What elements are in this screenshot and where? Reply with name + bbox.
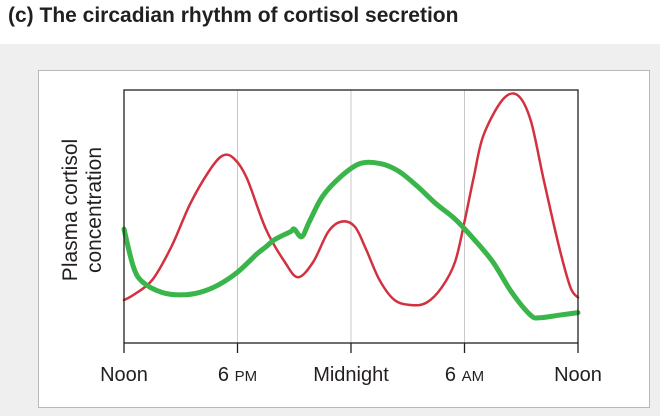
tick-layer: Noon 6 PM Midnight 6 AM Noon (100, 343, 602, 386)
x-tick-label-0: Noon (100, 364, 148, 386)
series-layer (121, 92, 581, 321)
x-tick-label-2: Midnight (313, 364, 389, 386)
x-tick-label-1: 6 PM (218, 364, 257, 386)
x-tick-label-4: Noon (554, 364, 602, 386)
y-axis-label-line-2: concentration (83, 147, 106, 273)
grid-layer (237, 90, 465, 343)
figure-title: (c) The circadian rhythm of cortisol sec… (8, 4, 459, 27)
series-line-1 (121, 159, 581, 321)
x-tick-label-3: 6 AM (445, 364, 484, 386)
y-axis-label-line-1: Plasma cortisol (59, 139, 82, 281)
series-line-0 (122, 92, 580, 307)
chart-card (38, 70, 650, 408)
